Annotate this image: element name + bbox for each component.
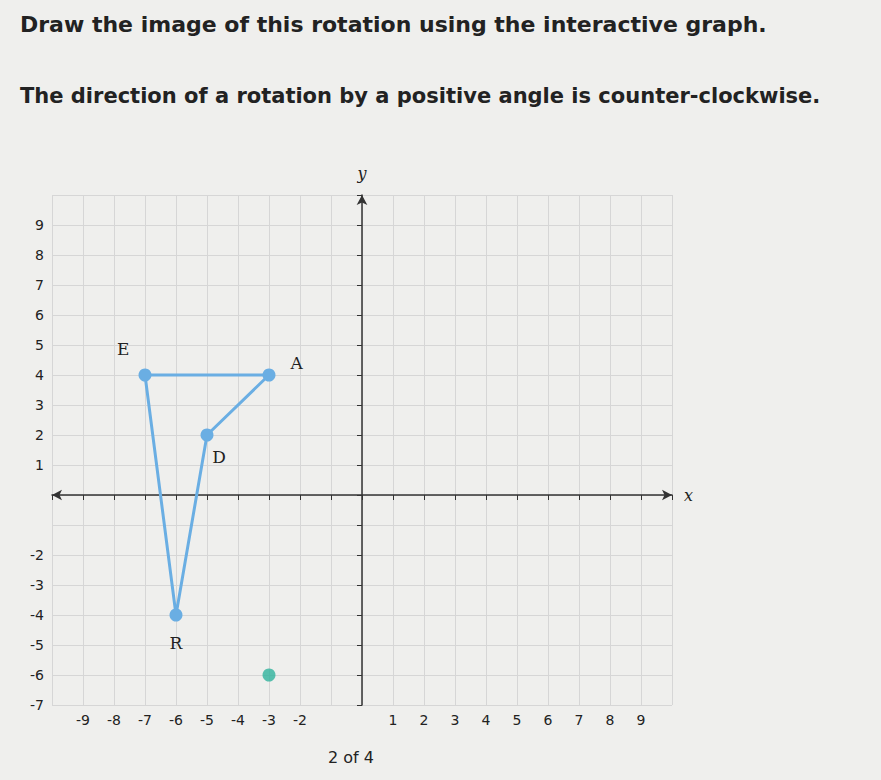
svg-text:3: 3 bbox=[35, 397, 44, 413]
svg-text:-5: -5 bbox=[30, 637, 44, 653]
svg-text:y: y bbox=[356, 164, 367, 183]
svg-text:7: 7 bbox=[575, 712, 584, 728]
svg-text:E: E bbox=[117, 339, 129, 359]
svg-text:9: 9 bbox=[637, 712, 646, 728]
svg-text:4: 4 bbox=[482, 712, 491, 728]
svg-text:-8: -8 bbox=[107, 712, 121, 728]
html-text:The direction of a rotation by: The direction of a rotation by a positiv… bbox=[20, 84, 821, 108]
svg-text:1: 1 bbox=[389, 712, 398, 728]
svg-text:-7: -7 bbox=[30, 697, 44, 713]
svg-text:6: 6 bbox=[544, 712, 553, 728]
html-text:Draw the image of this rotatio: Draw the image of this rotation using th… bbox=[20, 12, 767, 37]
svg-text:2: 2 bbox=[420, 712, 429, 728]
svg-text:1: 1 bbox=[35, 457, 44, 473]
svg-text:-6: -6 bbox=[30, 667, 44, 683]
svg-text:4: 4 bbox=[35, 367, 44, 383]
svg-text:-3: -3 bbox=[30, 577, 44, 593]
svg-text:-4: -4 bbox=[231, 712, 245, 728]
svg-text:-2: -2 bbox=[293, 712, 307, 728]
svg-text:9: 9 bbox=[35, 217, 44, 233]
svg-text:-5: -5 bbox=[200, 712, 214, 728]
svg-text:x: x bbox=[684, 486, 693, 505]
svg-text:-4: -4 bbox=[30, 607, 44, 623]
svg-text:-9: -9 bbox=[76, 712, 90, 728]
svg-text:A: A bbox=[290, 353, 304, 373]
svg-text:2: 2 bbox=[35, 427, 44, 443]
svg-text:6: 6 bbox=[35, 307, 44, 323]
svg-text:5: 5 bbox=[513, 712, 522, 728]
svg-text:8: 8 bbox=[35, 247, 44, 263]
svg-text:7: 7 bbox=[35, 277, 44, 293]
svg-text:8: 8 bbox=[606, 712, 615, 728]
svg-text:3: 3 bbox=[451, 712, 460, 728]
svg-text:-6: -6 bbox=[169, 712, 183, 728]
svg-text:5: 5 bbox=[35, 337, 44, 353]
html-text:2 of 4: 2 of 4 bbox=[328, 748, 374, 767]
svg-text:-7: -7 bbox=[138, 712, 152, 728]
svg-text:-2: -2 bbox=[30, 547, 44, 563]
svg-text:-3: -3 bbox=[262, 712, 276, 728]
svg-text:R: R bbox=[170, 633, 184, 653]
svg-text:D: D bbox=[212, 447, 226, 467]
